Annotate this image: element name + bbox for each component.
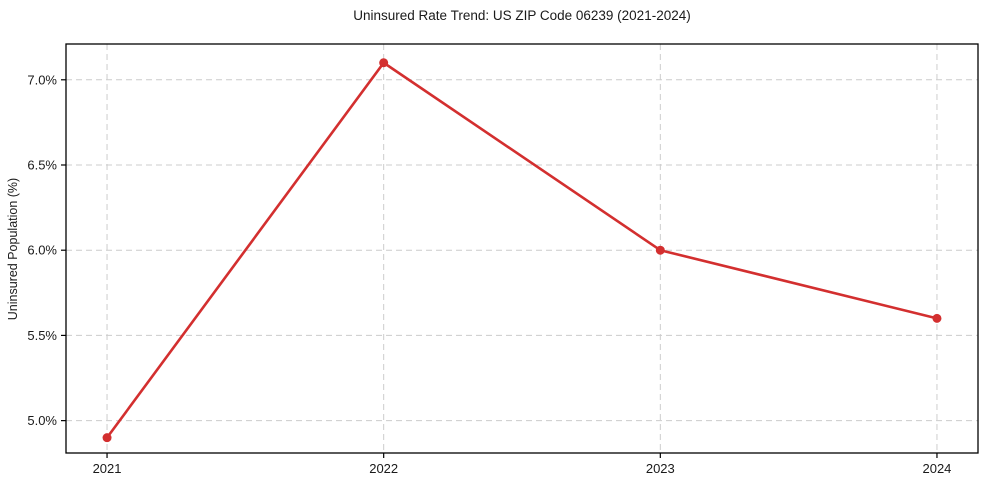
- data-point-2022: [379, 58, 389, 68]
- data-point-2024: [932, 313, 942, 323]
- trend-line: [105, 61, 939, 439]
- x-tick-label: 2021: [93, 461, 122, 476]
- plot-border: [65, 43, 979, 454]
- y-tick-label: 5.0%: [27, 413, 57, 428]
- x-tick-label: 2023: [646, 461, 675, 476]
- x-tick-label: 2022: [369, 461, 398, 476]
- data-point-2021: [102, 433, 112, 443]
- x-tick-label: 2024: [922, 461, 951, 476]
- data-point-2023: [655, 245, 665, 255]
- y-tick-label: 7.0%: [27, 72, 57, 87]
- y-tick-label: 6.0%: [27, 243, 57, 258]
- chart-title: Uninsured Rate Trend: US ZIP Code 06239 …: [353, 8, 691, 23]
- y-tick-label: 5.5%: [27, 328, 57, 343]
- y-tick-label: 6.5%: [27, 157, 57, 172]
